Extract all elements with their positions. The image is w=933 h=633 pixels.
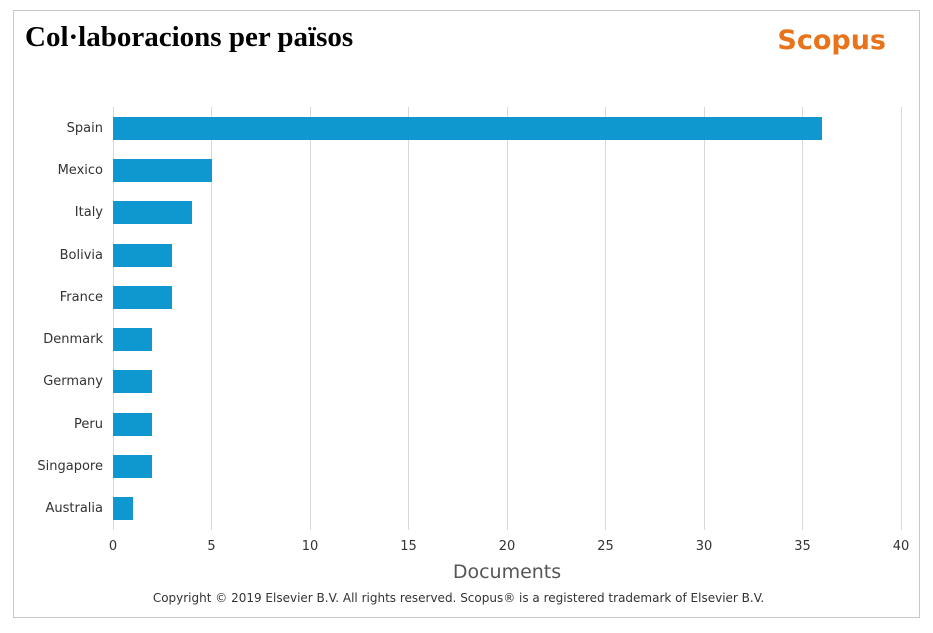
- x-tick-label: 40: [892, 539, 910, 554]
- x-tick-label: 25: [597, 539, 614, 554]
- bar-singapore[interactable]: [113, 455, 153, 479]
- category-label: Australia: [45, 501, 103, 517]
- category-label: Singapore: [37, 459, 103, 475]
- category-label: Spain: [66, 120, 103, 136]
- category-label: Italy: [74, 205, 103, 221]
- category-label: France: [59, 289, 103, 305]
- x-tick-label: 35: [794, 539, 811, 554]
- bar-bolivia[interactable]: [113, 243, 173, 267]
- bar-chart-plot-area: Documents 0 5 10 15 20 25 30 35 40 Spain Mexico Ita…: [37, 107, 909, 583]
- x-axis-title: Documents: [452, 561, 562, 583]
- gridline: [802, 107, 803, 530]
- bar-row: Australia: [45, 488, 901, 530]
- gridline: [112, 107, 114, 530]
- bar-row: Spain: [67, 107, 901, 149]
- bar-france[interactable]: [113, 285, 173, 309]
- gridline: [408, 107, 409, 530]
- gridline: [506, 107, 508, 530]
- bar-mexico[interactable]: [113, 158, 212, 182]
- gridline: [211, 107, 212, 530]
- x-tick-label: 20: [498, 539, 516, 554]
- x-tick-label: 0: [108, 539, 118, 554]
- bar-australia[interactable]: [113, 497, 133, 521]
- bar-row: France: [60, 276, 901, 318]
- x-tick-label: 15: [400, 539, 417, 554]
- category-label: Mexico: [57, 162, 103, 178]
- bar-row: Denmark: [43, 319, 901, 361]
- bar-italy[interactable]: [113, 201, 192, 225]
- bar-spain[interactable]: [113, 116, 823, 140]
- bar-peru[interactable]: [113, 412, 153, 436]
- scopus-logo: Scopus: [777, 25, 886, 56]
- bar-row: Mexico: [58, 149, 901, 191]
- x-tick-label: 10: [301, 539, 319, 554]
- bar-row: Singapore: [37, 445, 901, 487]
- bar-row: Germany: [43, 361, 901, 403]
- chart-panel: Col·laboracions per països Scopus Docume…: [13, 10, 920, 618]
- copyright-text: Copyright © 2019 Elsevier B.V. All right…: [152, 591, 765, 605]
- gridline: [900, 107, 902, 530]
- gridline: [605, 107, 606, 530]
- bar-row: Peru: [74, 403, 901, 445]
- x-tick-label: 5: [207, 539, 216, 554]
- bar-row: Italy: [75, 192, 901, 234]
- page-title: Col·laboracions per països: [25, 21, 354, 53]
- category-label: Bolivia: [59, 247, 103, 263]
- gridline: [703, 107, 705, 530]
- gridline: [309, 107, 311, 530]
- bar-germany[interactable]: [113, 370, 153, 394]
- x-tick-label: 30: [695, 539, 713, 554]
- bar-denmark[interactable]: [113, 328, 153, 352]
- bar-row: Bolivia: [60, 234, 901, 276]
- category-label: Germany: [43, 374, 103, 390]
- category-label: Denmark: [43, 332, 103, 348]
- category-label: Peru: [74, 416, 103, 432]
